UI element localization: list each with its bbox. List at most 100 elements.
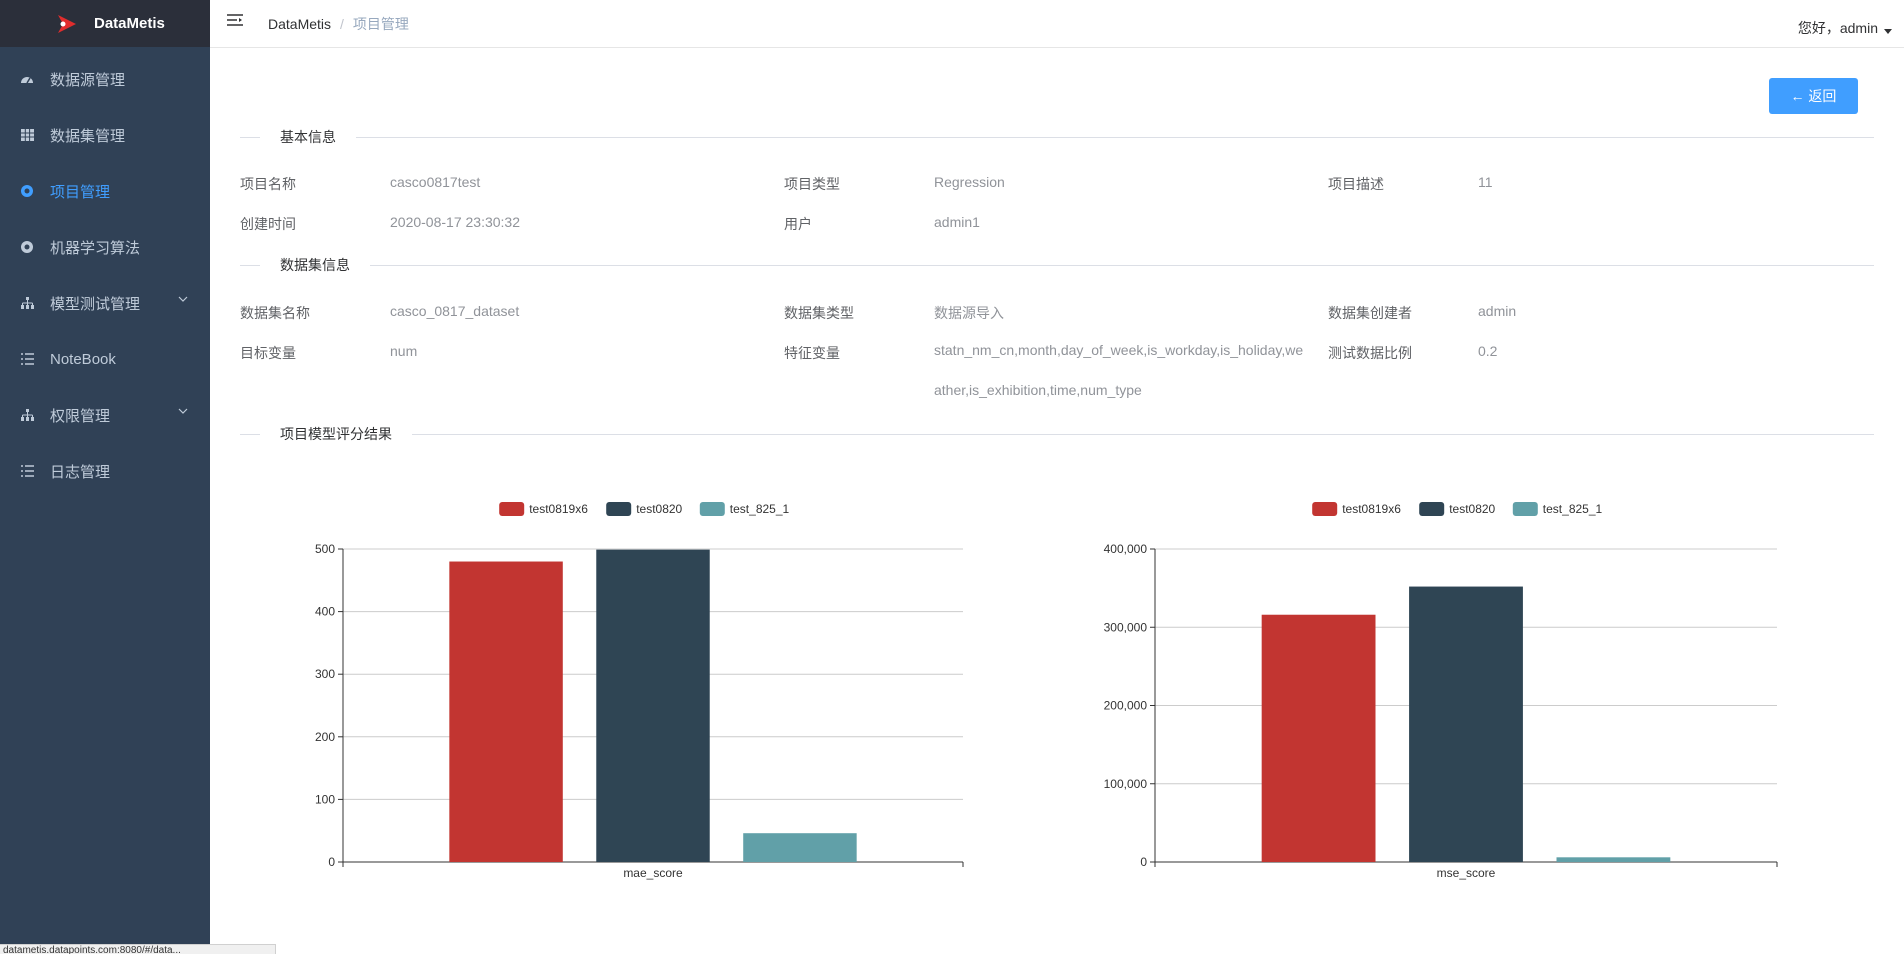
browser-status-bar: datametis.datapoints.com:8080/#/data...	[0, 944, 276, 954]
dataset-name-label: 数据集名称	[240, 305, 310, 321]
y-tick-label: 400,000	[1104, 542, 1148, 556]
sidebar-item-label: 机器学习算法	[50, 239, 141, 257]
y-tick-label: 100	[315, 792, 335, 806]
section-model-results: 项目模型评分结果	[240, 424, 1874, 444]
y-tick-label: 0	[1140, 855, 1147, 869]
feature-variables-value: statn_nm_cn,month,day_of_week,is_workday…	[934, 342, 1304, 398]
sidebar-item-label: 日志管理	[50, 463, 111, 481]
project-name-value: casco0817test	[390, 174, 481, 190]
tree-icon	[20, 408, 34, 422]
y-tick-label: 300	[315, 667, 335, 681]
test-ratio-value: 0.2	[1478, 343, 1498, 359]
dataset-type-label: 数据集类型	[784, 305, 854, 321]
bar-test_825_1	[1556, 857, 1671, 862]
mae-score-chart-svg: test0819x6 test0820 test_825_1 0 100 200 300 40…	[315, 502, 964, 880]
algorithm-icon	[20, 240, 34, 254]
logo[interactable]: DataMetis	[0, 0, 210, 47]
y-tick-label: 0	[328, 855, 335, 869]
sidebar-item-project[interactable]: 项目管理	[0, 163, 210, 219]
legend-label: test_825_1	[730, 502, 790, 516]
table-icon	[20, 128, 34, 142]
project-name-label: 项目名称	[240, 176, 296, 192]
main-content: ← 返回 基本信息 项目名称 casco0817test 项目类型 Regres…	[210, 48, 1904, 954]
sidebar-item-label: 数据集管理	[50, 127, 126, 145]
sidebar-item-model-test[interactable]: 模型测试管理	[0, 275, 210, 331]
project-desc-label: 项目描述	[1328, 176, 1384, 192]
x-tick-label: mse_score	[1437, 866, 1496, 880]
project-type-value: Regression	[934, 174, 1005, 190]
sidebar-item-label: 数据源管理	[50, 71, 126, 89]
sidebar-item-log[interactable]: 日志管理	[0, 443, 210, 499]
bar-test0819x6	[449, 561, 563, 862]
list-icon	[20, 464, 34, 478]
hamburger-menu-icon[interactable]	[226, 12, 244, 30]
tree-icon	[20, 296, 34, 310]
sidebar-item-permission[interactable]: 权限管理	[0, 387, 210, 443]
dataset-name-value: casco_0817_dataset	[390, 303, 520, 319]
bar-test0819x6	[1261, 614, 1376, 862]
divider	[240, 136, 260, 138]
sidebar: DataMetis 数据源管理 数据集管理 项目管理 机器学习算法 模型测试管理	[0, 0, 210, 954]
target-variable-label: 目标变量	[240, 345, 296, 361]
bar-test0820	[1409, 586, 1523, 862]
feature-variables-label: 特征变量	[784, 345, 840, 361]
mse-score-chart-svg: test0819x6 test0820 test_825_1 0 100,000 200,…	[1104, 502, 1778, 880]
y-tick-label: 500	[315, 542, 335, 556]
datametis-logo-icon	[58, 14, 76, 33]
section-dataset-info: 数据集信息	[240, 255, 1874, 275]
dataset-creator-label: 数据集创建者	[1328, 305, 1412, 321]
legend-swatch	[1419, 502, 1445, 516]
legend-label: test_825_1	[1543, 502, 1603, 516]
legend-swatch	[699, 502, 725, 516]
section-title: 数据集信息	[280, 257, 350, 273]
sidebar-item-datasource[interactable]: 数据源管理	[0, 51, 210, 107]
legend-swatch	[1312, 502, 1338, 516]
legend-swatch	[499, 502, 525, 516]
section-title: 项目模型评分结果	[280, 426, 392, 442]
sidebar-item-notebook[interactable]: NoteBook	[0, 331, 210, 387]
breadcrumb-home[interactable]: DataMetis	[268, 16, 332, 32]
list-icon	[20, 352, 34, 366]
breadcrumb: DataMetis / 项目管理	[268, 14, 409, 34]
legend-label: test0820	[636, 502, 682, 516]
created-label: 创建时间	[240, 216, 296, 232]
chevron-down-icon	[178, 408, 188, 414]
legend-label: test0820	[1449, 502, 1495, 516]
bar-test0820	[596, 549, 710, 862]
y-tick-label: 300,000	[1104, 620, 1148, 634]
x-tick-label: mae_score	[623, 866, 683, 880]
test-ratio-label: 测试数据比例	[1328, 345, 1412, 361]
user-label: 用户	[784, 216, 812, 232]
sidebar-item-dataset[interactable]: 数据集管理	[0, 107, 210, 163]
legend-swatch	[1512, 502, 1538, 516]
legend-swatch	[606, 502, 632, 516]
created-value: 2020-08-17 23:30:32	[390, 214, 520, 230]
user-greeting: 您好，admin	[1797, 20, 1878, 36]
sidebar-item-ml-algorithm[interactable]: 机器学习算法	[0, 219, 210, 275]
divider	[240, 264, 260, 266]
legend-label: test0819x6	[1342, 502, 1401, 516]
divider	[240, 433, 260, 435]
mse-score-chart: test0819x6 test0820 test_825_1 0 100,000 200,…	[1087, 430, 1847, 954]
project-icon	[20, 184, 34, 198]
sidebar-item-label: 权限管理	[50, 407, 111, 425]
project-desc-value: 11	[1478, 174, 1493, 190]
y-tick-label: 200	[315, 730, 335, 744]
dataset-type-value: 数据源导入	[934, 305, 1004, 321]
y-tick-label: 200,000	[1104, 699, 1148, 713]
bar-test_825_1	[743, 833, 857, 862]
divider	[412, 433, 1874, 435]
section-title: 基本信息	[280, 129, 336, 145]
back-button[interactable]: ← 返回	[1769, 78, 1858, 114]
divider	[370, 264, 1874, 266]
project-type-label: 项目类型	[784, 176, 840, 192]
mae-score-chart: test0819x6 test0820 test_825_1 0 100 200 300 40…	[270, 430, 1030, 954]
legend-label: test0819x6	[529, 502, 588, 516]
chevron-down-icon	[178, 296, 188, 302]
dataset-creator-value: admin	[1478, 303, 1517, 319]
y-tick-label: 100,000	[1104, 777, 1148, 791]
sidebar-item-label: NoteBook	[50, 350, 116, 368]
user-menu[interactable]: 您好，admin	[1798, 18, 1892, 38]
caret-down-icon	[1884, 28, 1892, 34]
y-tick-label: 400	[315, 605, 335, 619]
